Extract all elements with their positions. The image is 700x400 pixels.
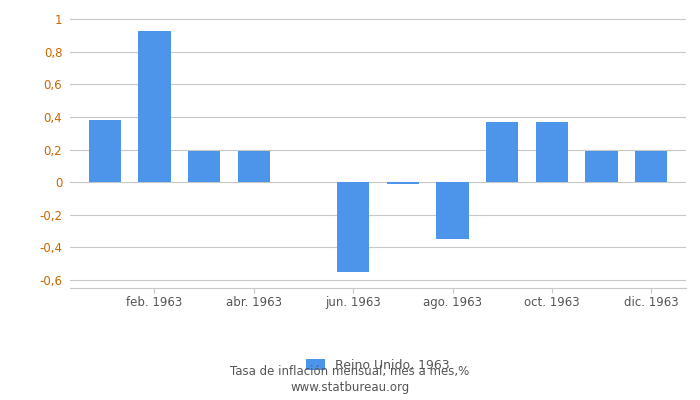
Bar bbox=[635, 151, 667, 182]
Bar bbox=[337, 182, 370, 272]
Bar bbox=[238, 151, 270, 182]
Legend: Reino Unido, 1963: Reino Unido, 1963 bbox=[301, 354, 455, 377]
Bar bbox=[585, 151, 617, 182]
Bar bbox=[89, 120, 121, 182]
Text: Tasa de inflación mensual, mes a mes,%: Tasa de inflación mensual, mes a mes,% bbox=[230, 366, 470, 378]
Bar bbox=[188, 151, 220, 182]
Bar bbox=[536, 122, 568, 182]
Bar bbox=[436, 182, 469, 239]
Bar bbox=[139, 31, 171, 182]
Bar bbox=[486, 122, 518, 182]
Text: www.statbureau.org: www.statbureau.org bbox=[290, 382, 410, 394]
Bar bbox=[386, 182, 419, 184]
